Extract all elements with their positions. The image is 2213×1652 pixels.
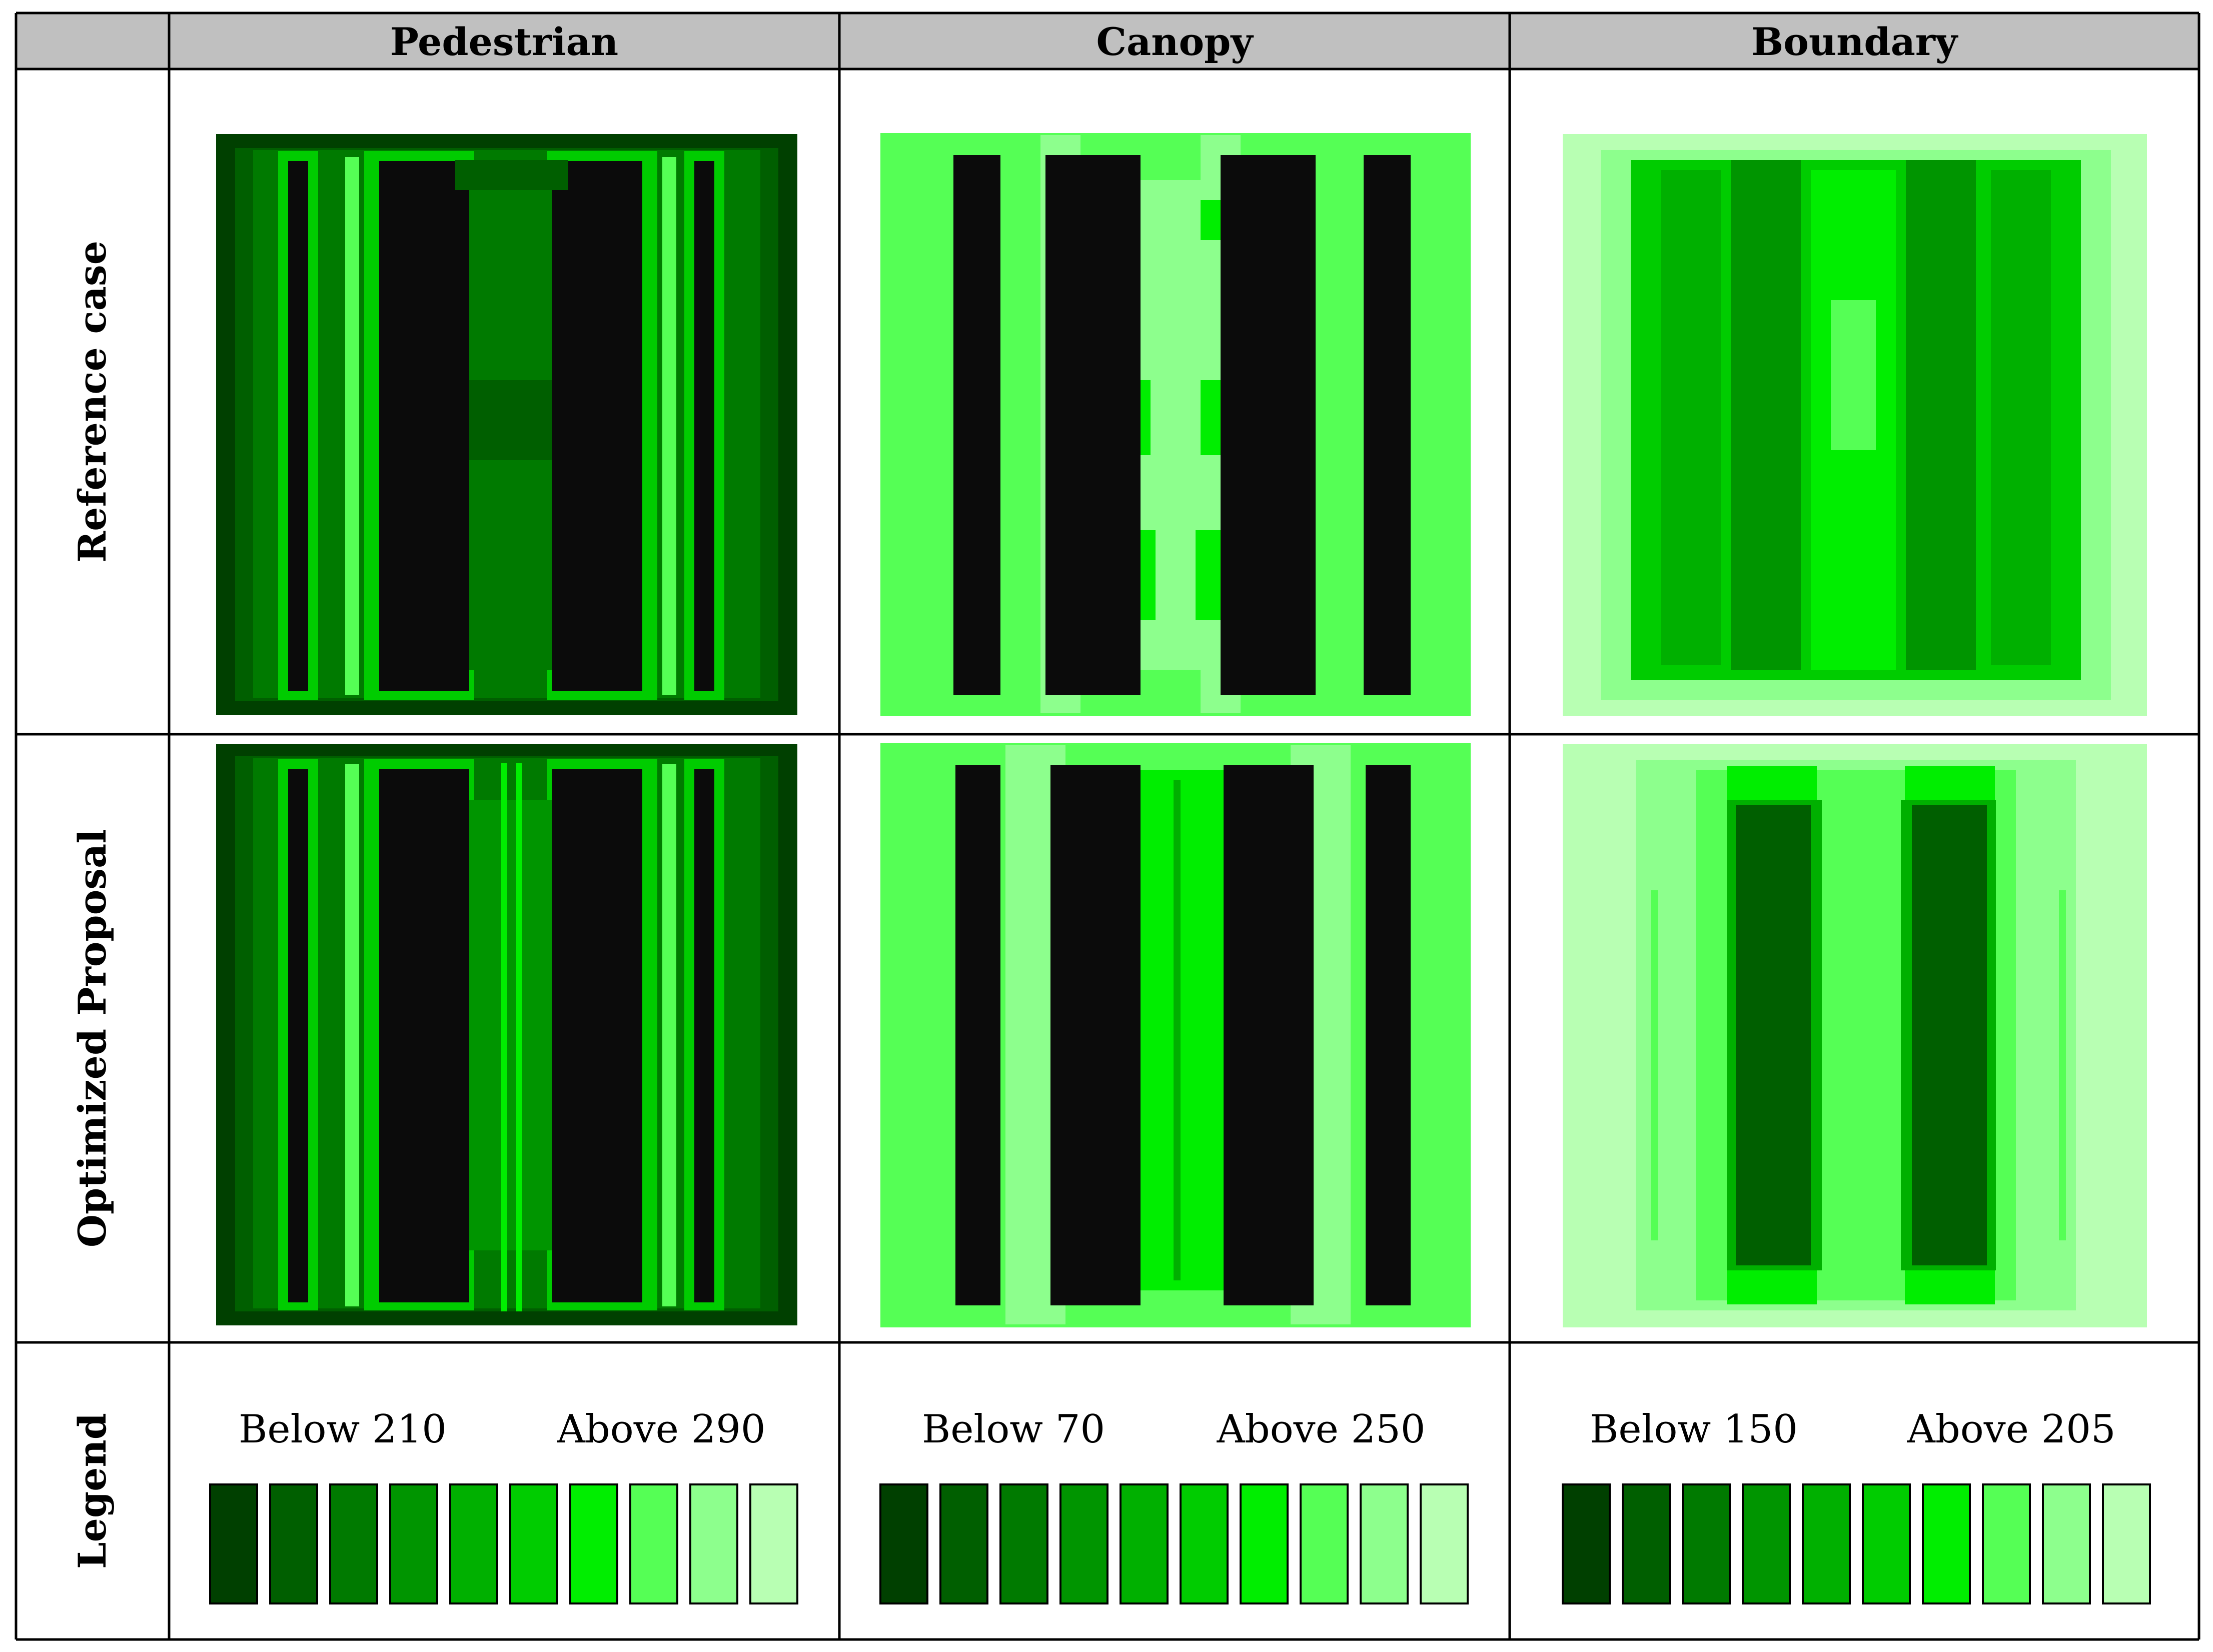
legend-swatch: [1360, 1483, 1409, 1604]
legend-swatch: [689, 1483, 738, 1604]
column-header-boundary: Boundary: [1751, 20, 1958, 64]
legend-swatch: [1120, 1483, 1169, 1604]
legend-pedestrian-high: Above 290: [557, 1407, 766, 1452]
legend-boundary-high: Above 205: [1907, 1407, 2116, 1452]
map-canopy-reference: [880, 133, 1471, 716]
legend-swatch: [939, 1483, 988, 1604]
legend-swatch: [2042, 1483, 2091, 1604]
legend-canopy-low: Below 70: [921, 1407, 1105, 1452]
legend-swatch: [999, 1483, 1048, 1604]
column-header-canopy: Canopy: [1096, 20, 1253, 64]
legend-pedestrian-low: Below 210: [239, 1407, 447, 1452]
legend-swatch: [1922, 1483, 1971, 1604]
legend-swatch: [2102, 1483, 2151, 1604]
legend-swatches: [209, 1483, 2151, 1604]
legend-swatch: [629, 1483, 678, 1604]
legend-swatch: [1300, 1483, 1349, 1604]
legend-swatch: [569, 1483, 618, 1604]
legend-swatch: [269, 1483, 318, 1604]
legend-swatch: [1240, 1483, 1289, 1604]
legend-swatch: [209, 1483, 258, 1604]
map-pedestrian-optimized: [216, 744, 797, 1325]
legend-swatch: [1420, 1483, 1469, 1604]
legend-swatch: [1562, 1483, 1611, 1604]
column-header-pedestrian: Pedestrian: [390, 20, 619, 64]
row-label-legend: Legend: [70, 1413, 115, 1569]
legend-canopy-high: Above 250: [1217, 1407, 1426, 1452]
legend-swatch: [1059, 1483, 1109, 1604]
row-label-reference-case: Reference case: [70, 241, 115, 563]
map-pedestrian-reference: [216, 134, 797, 715]
map-boundary-reference: [1563, 134, 2147, 716]
legend-swatch: [389, 1483, 438, 1604]
legend-swatch: [449, 1483, 498, 1604]
legend-boundary-low: Below 150: [1590, 1407, 1798, 1452]
legend-swatch: [879, 1483, 928, 1604]
legend-swatch: [1862, 1483, 1911, 1604]
map-boundary-optimized: [1563, 744, 2147, 1327]
legend-swatch: [1742, 1483, 1791, 1604]
legend-swatch: [749, 1483, 798, 1604]
row-label-optimized-proposal: Optimized Proposal: [70, 829, 115, 1248]
legend-swatch: [1180, 1483, 1229, 1604]
legend-swatch: [1682, 1483, 1731, 1604]
legend-swatch: [1802, 1483, 1851, 1604]
legend-swatch: [329, 1483, 378, 1604]
table-grid: [15, 12, 2200, 1641]
legend-swatch: [1982, 1483, 2031, 1604]
legend-swatch: [1622, 1483, 1671, 1604]
header-row-background: [16, 13, 2199, 69]
map-canopy-optimized: [880, 743, 1471, 1327]
legend-swatch: [509, 1483, 558, 1604]
